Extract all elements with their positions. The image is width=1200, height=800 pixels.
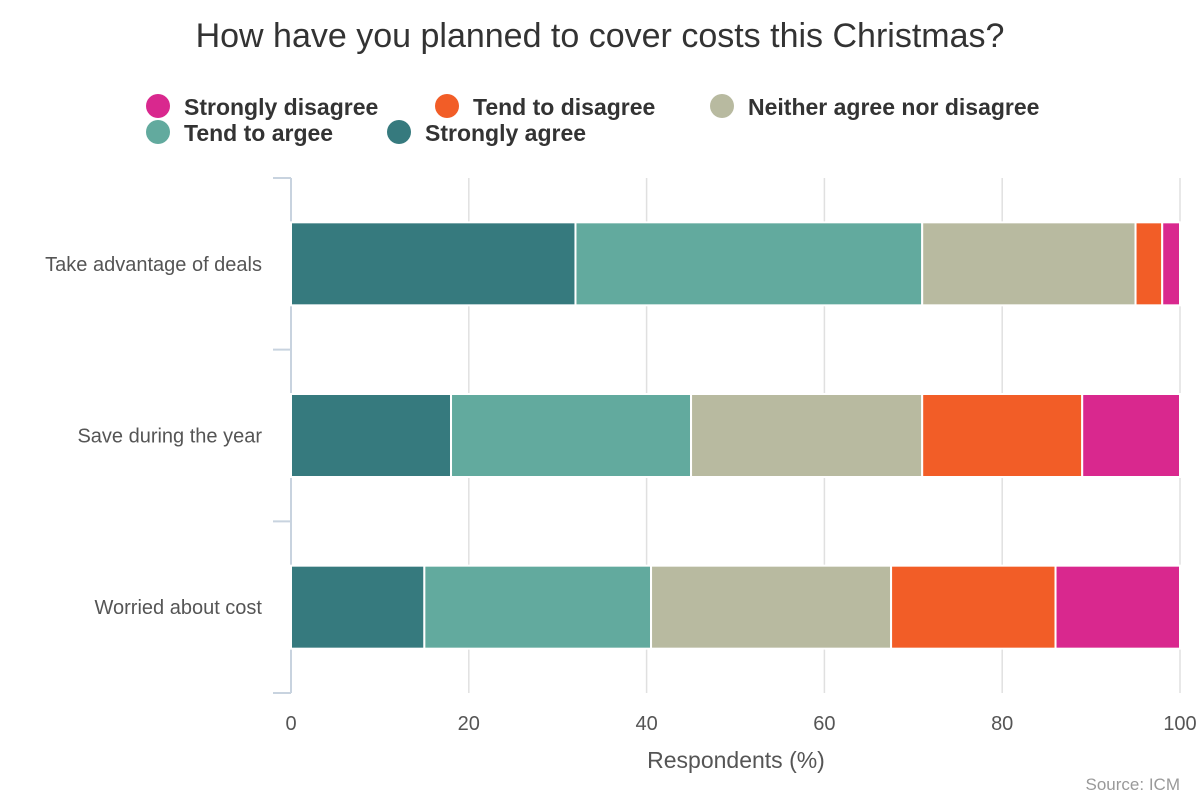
legend-swatch [146, 120, 170, 144]
bar-tend-to-argee-take-advantage-of-deals [574, 221, 924, 307]
bar-strongly-disagree-worried-about-cost [1054, 564, 1182, 650]
x-tick-label: 80 [991, 713, 1013, 735]
bars [290, 221, 1182, 650]
x-tick-label: 20 [458, 713, 480, 735]
category-label: Take advantage of deals [45, 254, 262, 276]
bar-strongly-disagree-save-during-the-year [1081, 393, 1181, 478]
legend-label: Strongly agree [425, 120, 586, 146]
bar-neither-agree-nor-disagree-save-during-the-year [690, 393, 924, 478]
bar-strongly-agree-take-advantage-of-deals [290, 221, 577, 307]
bar-strongly-agree-save-during-the-year [290, 393, 453, 478]
category-label: Worried about cost [95, 597, 263, 619]
chart-title: How have you planned to cover costs this… [196, 17, 1005, 55]
bar-strongly-disagree-take-advantage-of-deals [1161, 221, 1181, 307]
bar-tend-to-argee-worried-about-cost [423, 564, 653, 650]
bar-tend-to-argee-save-during-the-year [450, 393, 693, 478]
x-tick-labels: 0 20 40 60 80 100 [285, 713, 1196, 735]
legend-label: Strongly disagree [184, 94, 378, 120]
legend-swatch [146, 94, 170, 118]
x-tick-label: 40 [635, 713, 657, 735]
category-label: Save during the year [77, 426, 262, 448]
legend-label: Tend to disagree [473, 94, 655, 120]
legend-item-strongly-agree[interactable]: Strongly agree [387, 120, 586, 146]
bar-strongly-agree-worried-about-cost [290, 564, 426, 650]
legend: Strongly disagree Tend to disagree Neither… [146, 94, 1039, 146]
bar-neither-agree-nor-disagree-take-advantage-of-deals [921, 221, 1137, 307]
bar-neither-agree-nor-disagree-worried-about-cost [650, 564, 893, 650]
legend-swatch [435, 94, 459, 118]
source-note: Source: ICM [1086, 775, 1180, 794]
x-tick-label: 60 [813, 713, 835, 735]
bar-tend-to-disagree-worried-about-cost [890, 564, 1057, 650]
category-labels: Take advantage of deals Save during the y… [45, 254, 262, 619]
y-axis [273, 177, 292, 694]
legend-item-strongly-disagree[interactable]: Strongly disagree [146, 94, 378, 120]
legend-swatch [387, 120, 411, 144]
x-tick-label: 0 [285, 713, 296, 735]
bar-tend-to-disagree-save-during-the-year [921, 393, 1084, 478]
legend-label: Tend to argee [184, 120, 333, 146]
legend-swatch [710, 94, 734, 118]
bar-tend-to-disagree-take-advantage-of-deals [1134, 221, 1164, 307]
legend-item-tend-to-disagree[interactable]: Tend to disagree [435, 94, 655, 120]
legend-item-neither-agree-nor-disagree[interactable]: Neither agree nor disagree [710, 94, 1039, 120]
x-axis-title: Respondents (%) [647, 747, 825, 773]
x-tick-label: 100 [1163, 713, 1196, 735]
legend-label: Neither agree nor disagree [748, 94, 1039, 120]
legend-item-tend-to-argee[interactable]: Tend to argee [146, 120, 333, 146]
